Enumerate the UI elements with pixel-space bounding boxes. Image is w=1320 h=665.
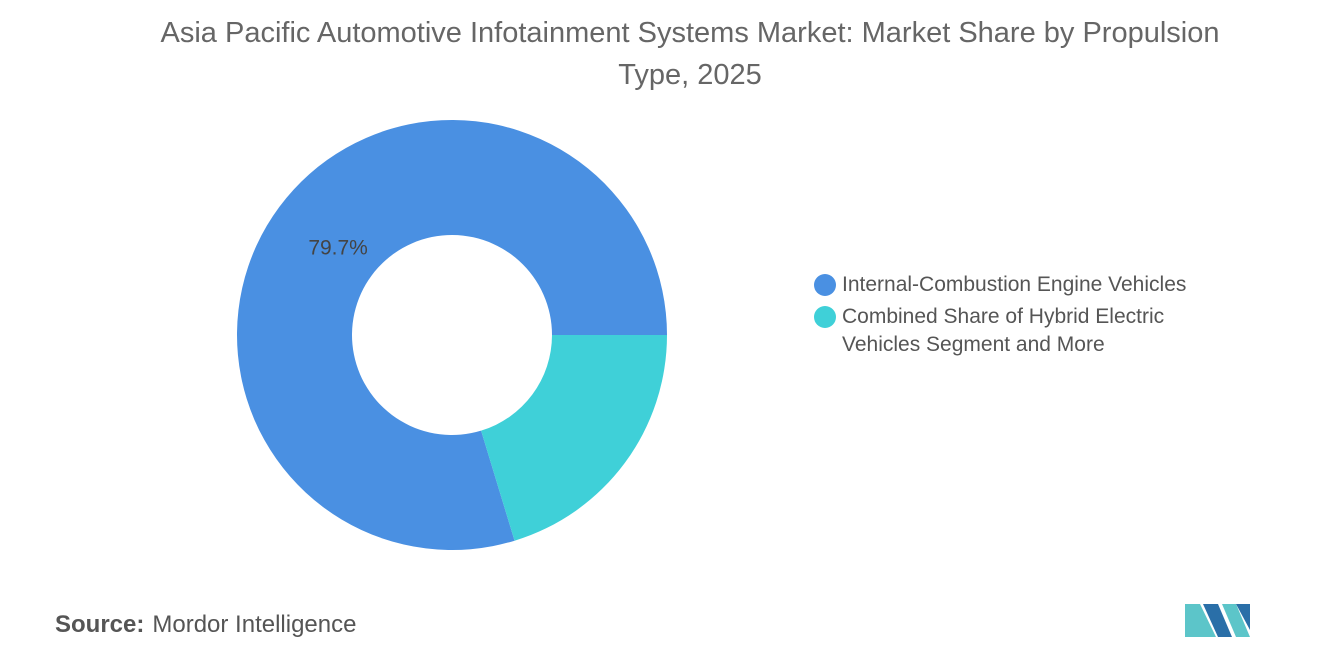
donut-slice (481, 335, 667, 541)
legend-label: Internal-Combustion Engine Vehicles (842, 273, 1187, 296)
legend-item: Internal-Combustion Engine Vehicles (814, 271, 1222, 299)
legend-swatch (814, 306, 836, 328)
legend-swatch (814, 274, 836, 296)
source-text: Mordor Intelligence (152, 611, 357, 638)
donut-slice (237, 120, 667, 551)
logo (1185, 604, 1250, 637)
source-label: Source: (55, 611, 145, 638)
chart-title: Asia Pacific Automotive Infotainment Sys… (160, 17, 1220, 91)
source: Source: Mordor Intelligence (55, 611, 356, 639)
legend-item: Combined Share of Hybrid Electric Vehicl… (814, 303, 1202, 359)
data-label: 79.7% (308, 236, 368, 259)
legend-label: Combined Share of Hybrid Electric Vehicl… (842, 305, 1165, 356)
